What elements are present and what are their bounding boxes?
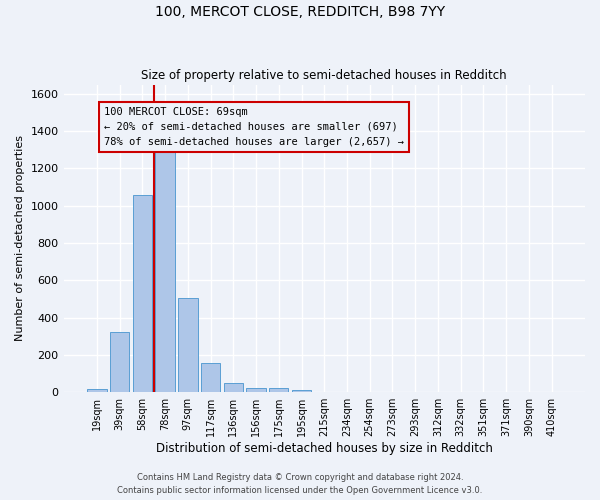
Bar — [292, 390, 311, 392]
Y-axis label: Number of semi-detached properties: Number of semi-detached properties — [15, 136, 25, 342]
Bar — [224, 383, 243, 392]
Bar — [247, 388, 266, 392]
Bar — [201, 364, 220, 392]
Text: 100 MERCOT CLOSE: 69sqm
← 20% of semi-detached houses are smaller (697)
78% of s: 100 MERCOT CLOSE: 69sqm ← 20% of semi-de… — [104, 107, 404, 146]
Text: Contains HM Land Registry data © Crown copyright and database right 2024.
Contai: Contains HM Land Registry data © Crown c… — [118, 474, 482, 495]
Bar — [178, 298, 197, 392]
Bar — [110, 332, 130, 392]
X-axis label: Distribution of semi-detached houses by size in Redditch: Distribution of semi-detached houses by … — [156, 442, 493, 455]
Bar — [155, 150, 175, 392]
Title: Size of property relative to semi-detached houses in Redditch: Size of property relative to semi-detach… — [142, 69, 507, 82]
Bar — [87, 390, 107, 392]
Text: 100, MERCOT CLOSE, REDDITCH, B98 7YY: 100, MERCOT CLOSE, REDDITCH, B98 7YY — [155, 5, 445, 19]
Bar — [133, 196, 152, 392]
Bar — [269, 388, 289, 392]
